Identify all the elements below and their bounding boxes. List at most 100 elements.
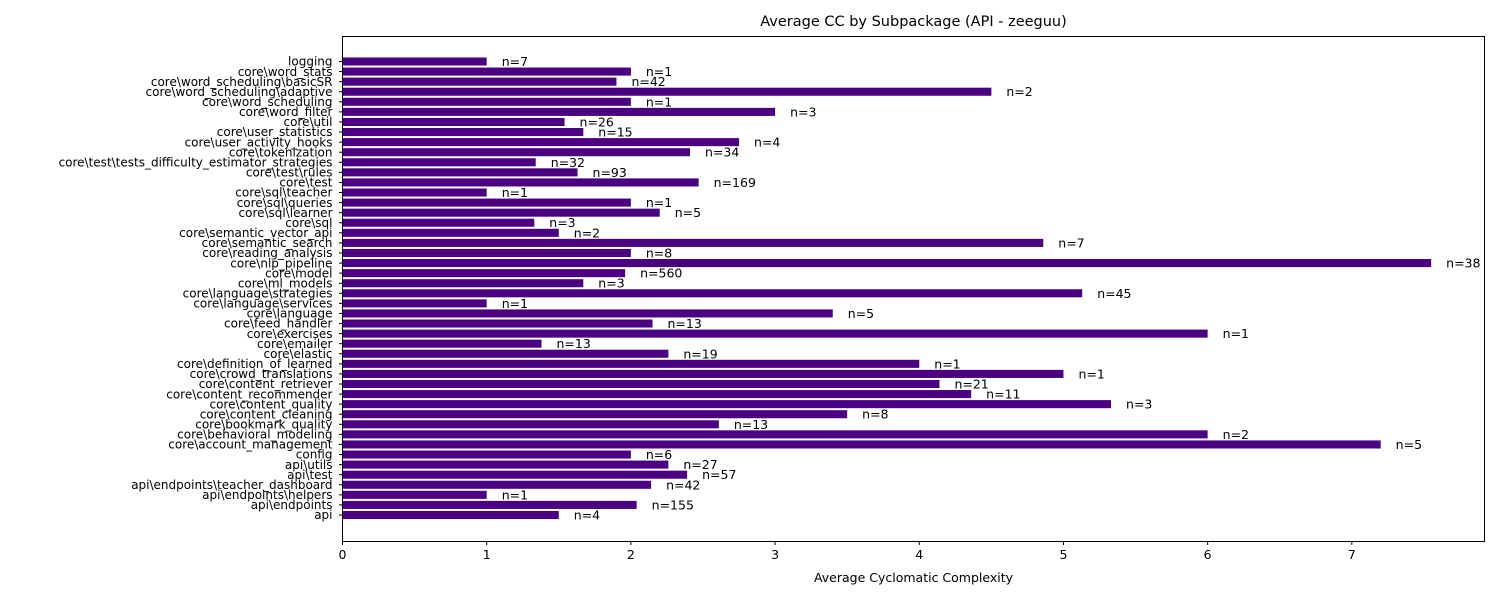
bar-value-label: n=19 <box>683 346 717 361</box>
bar-value-label: n=21 <box>954 376 988 391</box>
y-tick-label: core\ml_models <box>238 276 333 290</box>
bar <box>342 168 578 177</box>
bar-value-label: n=5 <box>1396 437 1422 452</box>
bar <box>342 339 542 348</box>
bar <box>342 430 1208 439</box>
bar-value-label: n=7 <box>502 54 528 69</box>
bar <box>342 450 631 459</box>
y-tick-label: core\word_stats <box>238 65 333 79</box>
bar-value-label: n=3 <box>1126 397 1152 412</box>
bar <box>342 390 972 399</box>
bar-value-label: n=42 <box>666 477 700 492</box>
y-axis-ticks: apiapi\endpointsapi\endpoints\helpersapi… <box>59 55 343 522</box>
y-tick-label: core\content_retriever <box>199 377 333 391</box>
bars-group <box>342 57 1432 520</box>
bar <box>342 490 487 499</box>
y-tick-label: core\feed_handler <box>224 317 333 331</box>
chart-title: Average CC by Subpackage (API - zeeguu) <box>760 14 1067 30</box>
bar <box>342 188 487 197</box>
y-tick-label: core\sql <box>285 216 332 230</box>
y-tick-label: core\behavioral_modeling <box>177 428 332 442</box>
x-tick-label: 1 <box>483 547 491 562</box>
bar-value-label: n=93 <box>593 165 627 180</box>
x-axis-label: Average Cyclomatic Complexity <box>814 570 1014 585</box>
y-tick-label: core\emailer <box>257 337 333 351</box>
bar <box>342 57 487 66</box>
bar-value-label: n=38 <box>1446 256 1480 271</box>
bar <box>342 117 565 126</box>
bar-value-label: n=1 <box>646 64 672 79</box>
bar-value-label: n=15 <box>598 125 632 140</box>
y-tick-label: api\endpoints <box>251 498 333 512</box>
bar-value-label: n=1 <box>502 296 528 311</box>
bar-value-label: n=1 <box>646 195 672 210</box>
bar-value-label: n=2 <box>1006 84 1032 99</box>
bar-value-label: n=2 <box>1223 427 1249 442</box>
bar-value-label: n=26 <box>580 114 614 129</box>
bar <box>342 107 776 116</box>
bar-value-label: n=8 <box>862 407 888 422</box>
bar <box>342 279 584 288</box>
y-tick-label: core\exercises <box>247 327 333 341</box>
y-tick-label: core\test\tests_difficulty_estimator_str… <box>59 155 333 169</box>
bar-value-label: n=1 <box>502 185 528 200</box>
y-tick-label: core\content_cleaning <box>200 407 333 421</box>
x-axis-ticks: 0 1 2 3 4 5 6 7 <box>339 541 1356 562</box>
bar-value-label: n=1 <box>934 356 960 371</box>
x-tick-label: 7 <box>1348 547 1356 562</box>
bar-value-label: n=2 <box>574 225 600 240</box>
x-tick-label: 2 <box>627 547 635 562</box>
y-tick-label: api\endpoints\teacher_dashboard <box>131 478 332 492</box>
y-tick-label: core\nlp_pipeline <box>230 256 332 270</box>
bar-value-label: n=32 <box>551 155 585 170</box>
bar <box>342 470 688 479</box>
y-tick-label: core\definition_of_learned <box>177 357 332 371</box>
y-tick-label: core\semantic_search <box>202 236 333 250</box>
y-tick-label: api <box>314 508 332 522</box>
bar-value-label: n=3 <box>790 104 816 119</box>
y-tick-label: core\language <box>247 307 333 321</box>
bar-value-label: n=27 <box>683 457 717 472</box>
bar <box>342 158 536 167</box>
y-tick-label: core\content_recommender <box>166 387 332 401</box>
bar <box>342 480 652 489</box>
y-tick-label: core\util <box>283 115 332 129</box>
bar <box>342 198 631 207</box>
bar <box>342 97 631 106</box>
bar <box>342 208 660 217</box>
x-tick-label: 5 <box>1059 547 1067 562</box>
y-tick-label: core\test <box>279 176 332 190</box>
y-tick-label: core\sql\learner <box>239 206 333 220</box>
bar <box>342 349 669 358</box>
y-tick-label: core\user_statistics <box>217 125 333 139</box>
bar-value-label: n=34 <box>705 145 739 160</box>
y-tick-label: core\content_quality <box>209 397 332 411</box>
y-tick-label: core\sql\queries <box>237 196 333 210</box>
bar-value-label: n=6 <box>646 447 672 462</box>
bar <box>342 228 559 237</box>
y-tick-label: core\tokenization <box>229 145 333 159</box>
y-tick-label: core\word_scheduling\basicSR <box>151 75 333 89</box>
y-tick-label: core\bookmark_quality <box>195 418 332 432</box>
bar-value-label: n=42 <box>631 74 665 89</box>
y-tick-label: core\word_scheduling\adaptive <box>146 85 333 99</box>
bar-value-label: n=155 <box>652 497 694 512</box>
y-tick-label: core\crowd_translations <box>190 367 333 381</box>
bar <box>342 238 1044 247</box>
bar <box>342 510 559 520</box>
bar-value-label: n=560 <box>640 266 682 281</box>
bar <box>342 309 833 318</box>
bar <box>342 218 535 227</box>
bar-value-label: n=13 <box>734 417 768 432</box>
bar <box>342 359 920 368</box>
bar <box>342 379 940 389</box>
bar <box>342 329 1208 338</box>
bar-labels-group: n=4n=155n=1n=42n=57n=27n=6n=5n=2n=13n=8n… <box>502 54 1481 523</box>
bar <box>342 289 1083 298</box>
y-tick-label: core\account_management <box>168 438 333 452</box>
bar <box>342 400 1112 409</box>
bar <box>342 269 626 278</box>
bar <box>342 77 617 86</box>
